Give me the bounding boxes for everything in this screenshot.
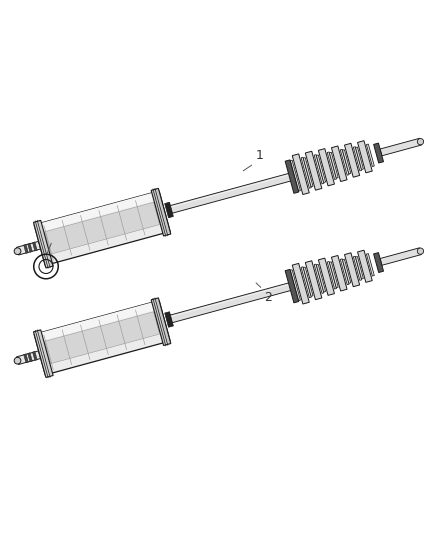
Polygon shape	[332, 146, 347, 182]
Polygon shape	[340, 259, 349, 285]
Polygon shape	[329, 262, 338, 288]
Polygon shape	[303, 267, 313, 296]
Text: 1: 1	[256, 149, 264, 162]
Polygon shape	[285, 269, 299, 303]
Text: 3: 3	[52, 229, 60, 242]
Polygon shape	[28, 243, 32, 252]
Polygon shape	[170, 282, 293, 323]
Polygon shape	[305, 261, 322, 300]
Polygon shape	[327, 262, 336, 289]
Polygon shape	[34, 301, 161, 343]
Polygon shape	[345, 253, 360, 287]
Polygon shape	[292, 154, 309, 195]
Polygon shape	[316, 155, 325, 182]
Polygon shape	[151, 298, 171, 345]
Polygon shape	[151, 188, 171, 236]
Text: 2: 2	[265, 290, 272, 304]
Polygon shape	[374, 143, 384, 163]
Circle shape	[14, 248, 21, 255]
Polygon shape	[290, 160, 300, 191]
Polygon shape	[28, 353, 32, 362]
Polygon shape	[290, 270, 300, 301]
Polygon shape	[165, 312, 173, 327]
Circle shape	[417, 139, 424, 145]
Polygon shape	[316, 264, 325, 292]
Polygon shape	[45, 312, 159, 364]
Polygon shape	[357, 141, 372, 173]
Polygon shape	[17, 351, 41, 365]
Polygon shape	[285, 160, 299, 193]
Polygon shape	[332, 255, 347, 291]
Polygon shape	[301, 266, 311, 298]
Polygon shape	[357, 250, 372, 282]
Polygon shape	[374, 253, 384, 272]
Polygon shape	[380, 138, 421, 156]
Polygon shape	[34, 191, 161, 233]
Polygon shape	[303, 158, 313, 187]
Polygon shape	[353, 256, 362, 280]
Polygon shape	[353, 147, 362, 171]
Polygon shape	[343, 259, 351, 284]
Polygon shape	[34, 301, 170, 375]
Polygon shape	[32, 351, 37, 360]
Polygon shape	[24, 244, 28, 253]
Polygon shape	[340, 149, 349, 175]
Polygon shape	[356, 256, 364, 279]
Polygon shape	[356, 147, 364, 169]
Polygon shape	[318, 258, 335, 295]
Polygon shape	[380, 248, 421, 265]
Circle shape	[14, 357, 21, 364]
Polygon shape	[165, 202, 173, 218]
Polygon shape	[45, 202, 159, 254]
Polygon shape	[314, 155, 324, 184]
Polygon shape	[17, 241, 41, 255]
Polygon shape	[34, 191, 170, 265]
Polygon shape	[305, 151, 322, 190]
Polygon shape	[367, 254, 374, 276]
Circle shape	[417, 248, 424, 254]
Polygon shape	[343, 150, 351, 174]
Polygon shape	[318, 149, 335, 186]
Polygon shape	[367, 144, 374, 166]
Polygon shape	[32, 242, 37, 251]
Polygon shape	[327, 152, 336, 180]
Polygon shape	[314, 264, 324, 293]
Polygon shape	[170, 173, 293, 213]
Polygon shape	[33, 220, 53, 268]
Polygon shape	[329, 152, 338, 178]
Polygon shape	[292, 263, 309, 304]
Polygon shape	[301, 157, 311, 188]
Polygon shape	[345, 143, 360, 177]
Polygon shape	[33, 330, 53, 377]
Polygon shape	[24, 354, 28, 363]
